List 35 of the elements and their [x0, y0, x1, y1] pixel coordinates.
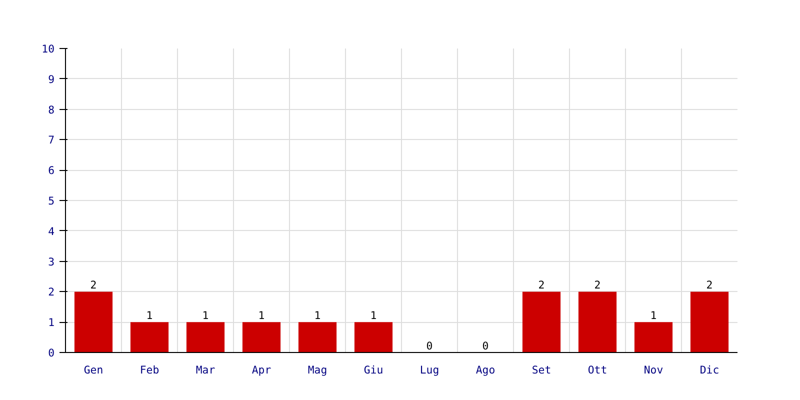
y-tick-label: 0	[48, 346, 55, 360]
x-tick-label: Lug	[420, 364, 440, 376]
x-tick-label: Dic	[700, 364, 720, 376]
data-label: 1	[314, 309, 321, 322]
data-label: 1	[370, 309, 377, 322]
data-label: 2	[538, 278, 545, 292]
y-tick-label: 5	[48, 194, 55, 208]
data-label: 1	[258, 309, 265, 322]
data-label: 2	[90, 278, 97, 292]
x-tick-label: Apr	[252, 364, 272, 376]
y-tick-label: 8	[48, 103, 55, 116]
data-label: 2	[594, 278, 601, 292]
y-tick-label: 4	[48, 224, 55, 238]
x-tick-label: Mag	[308, 364, 328, 376]
x-tick-label: Set	[532, 364, 552, 376]
x-tick-label: Gen	[84, 364, 104, 376]
data-label: 0	[482, 340, 489, 352]
x-tick-label: Nov	[644, 364, 664, 376]
y-tick-label: 10	[42, 42, 55, 56]
x-tick-label: Mar	[196, 364, 216, 376]
y-tick-label: 1	[48, 316, 55, 330]
x-tick-label: Feb	[140, 364, 160, 376]
data-label: 1	[146, 309, 153, 322]
y-tick-label: 7	[48, 134, 55, 147]
x-tick-label: Giu	[364, 364, 384, 376]
data-label: 2	[706, 278, 713, 292]
y-tick-label: 2	[48, 286, 55, 299]
x-tick-label: Ago	[476, 364, 496, 376]
x-tick-label: Ott	[588, 364, 608, 376]
data-label: 1	[202, 309, 209, 322]
data-label: 1	[650, 309, 657, 322]
data-label: 0	[426, 340, 433, 352]
y-tick-label: 9	[48, 72, 55, 86]
y-tick-label: 6	[48, 164, 55, 178]
y-tick-label: 3	[48, 255, 55, 268]
